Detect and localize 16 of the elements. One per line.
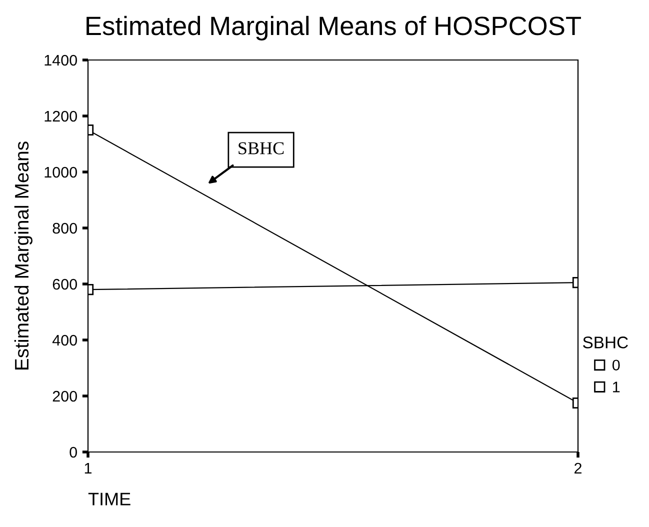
y-tick-label: 0: [70, 446, 77, 458]
legend-label: 0: [612, 360, 620, 371]
x-axis-title: TIME: [88, 492, 130, 506]
y-tick-label: 1400: [44, 54, 77, 66]
y-tick-label: 600: [52, 278, 77, 290]
y-tick-label: 800: [52, 222, 77, 234]
y-tick-label: 200: [52, 390, 77, 402]
y-axis-title: Estimated Marginal Means: [14, 142, 32, 370]
x-tick-label: 2: [574, 462, 582, 474]
y-tick-label: 400: [52, 334, 77, 346]
y-tick-label: 1000: [44, 166, 77, 178]
y-tick-label: 1200: [44, 110, 77, 122]
annotation: SBHC: [238, 142, 284, 154]
legend-title: SBHC: [583, 336, 628, 348]
chart-title: Estimated Marginal Means of HOSPCOST: [86, 16, 581, 40]
legend-label: 1: [613, 382, 620, 392]
